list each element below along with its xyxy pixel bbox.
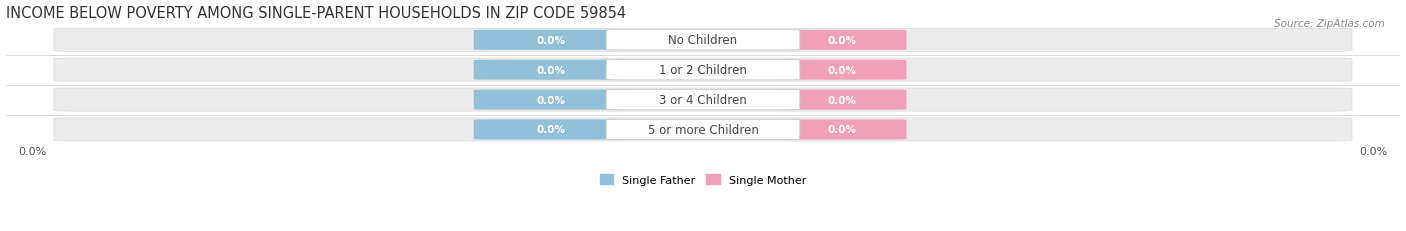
Text: 5 or more Children: 5 or more Children bbox=[648, 123, 758, 136]
FancyBboxPatch shape bbox=[474, 120, 628, 140]
Text: 0.0%: 0.0% bbox=[18, 146, 46, 156]
FancyBboxPatch shape bbox=[778, 120, 907, 140]
FancyBboxPatch shape bbox=[474, 90, 628, 110]
Text: 0.0%: 0.0% bbox=[827, 36, 856, 46]
FancyBboxPatch shape bbox=[606, 90, 800, 110]
Text: 0.0%: 0.0% bbox=[537, 95, 565, 105]
FancyBboxPatch shape bbox=[606, 120, 800, 140]
FancyBboxPatch shape bbox=[53, 59, 1353, 82]
Text: 0.0%: 0.0% bbox=[537, 125, 565, 135]
Text: 0.0%: 0.0% bbox=[827, 65, 856, 75]
FancyBboxPatch shape bbox=[778, 31, 907, 51]
FancyBboxPatch shape bbox=[474, 61, 628, 80]
Text: 0.0%: 0.0% bbox=[827, 125, 856, 135]
FancyBboxPatch shape bbox=[53, 89, 1353, 112]
Text: 0.0%: 0.0% bbox=[537, 65, 565, 75]
Text: 3 or 4 Children: 3 or 4 Children bbox=[659, 94, 747, 106]
FancyBboxPatch shape bbox=[778, 61, 907, 80]
Text: 1 or 2 Children: 1 or 2 Children bbox=[659, 64, 747, 77]
FancyBboxPatch shape bbox=[606, 60, 800, 80]
Text: Source: ZipAtlas.com: Source: ZipAtlas.com bbox=[1274, 18, 1385, 28]
Text: No Children: No Children bbox=[668, 34, 738, 47]
Text: 0.0%: 0.0% bbox=[1360, 146, 1388, 156]
FancyBboxPatch shape bbox=[474, 31, 628, 51]
Legend: Single Father, Single Mother: Single Father, Single Mother bbox=[596, 170, 810, 189]
Text: 0.0%: 0.0% bbox=[537, 36, 565, 46]
FancyBboxPatch shape bbox=[53, 119, 1353, 141]
Text: INCOME BELOW POVERTY AMONG SINGLE-PARENT HOUSEHOLDS IN ZIP CODE 59854: INCOME BELOW POVERTY AMONG SINGLE-PARENT… bbox=[6, 6, 626, 21]
FancyBboxPatch shape bbox=[778, 90, 907, 110]
FancyBboxPatch shape bbox=[606, 30, 800, 51]
FancyBboxPatch shape bbox=[53, 29, 1353, 52]
Text: 0.0%: 0.0% bbox=[827, 95, 856, 105]
